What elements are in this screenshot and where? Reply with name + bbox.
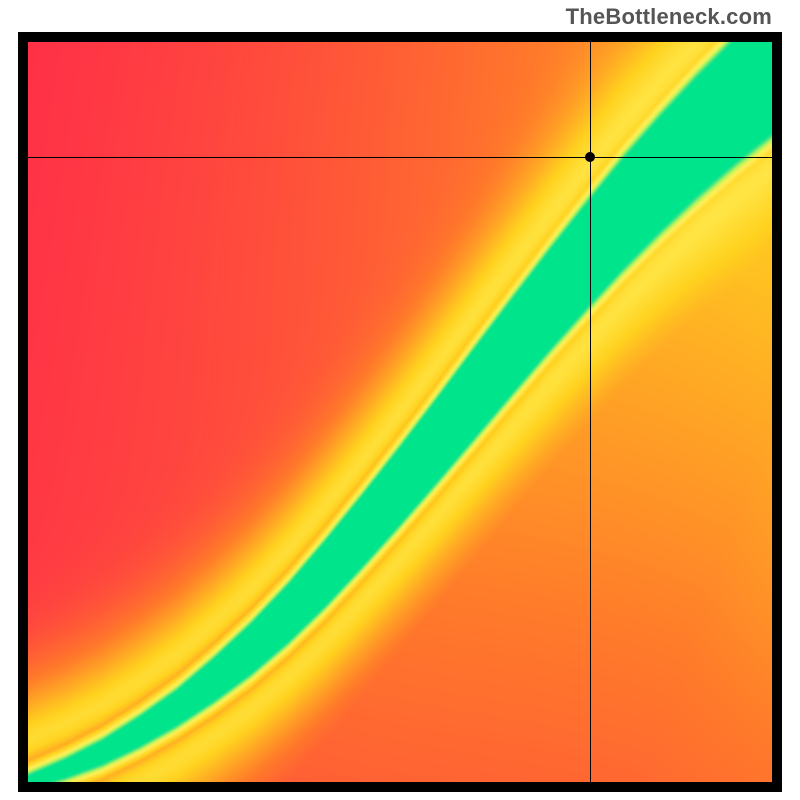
heatmap-canvas — [28, 42, 772, 782]
crosshair-horizontal — [28, 157, 772, 158]
marker-dot — [585, 152, 595, 162]
watermark-text: TheBottleneck.com — [566, 4, 772, 30]
plot-frame — [18, 32, 782, 792]
